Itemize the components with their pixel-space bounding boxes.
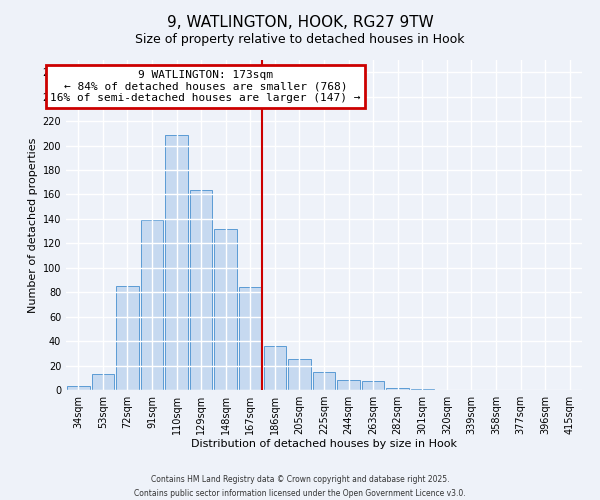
Bar (411, 389, 434, 390)
Bar (165, 134, 188, 390)
Bar (313, 372, 335, 390)
Bar (288, 360, 311, 390)
Bar (214, 228, 237, 390)
Bar (92, 374, 114, 390)
Text: Contains HM Land Registry data © Crown copyright and database right 2025.
Contai: Contains HM Land Registry data © Crown c… (134, 476, 466, 498)
Bar (362, 382, 385, 390)
X-axis label: Distribution of detached houses by size in Hook: Distribution of detached houses by size … (191, 438, 457, 448)
Bar (116, 286, 139, 390)
Text: 9 WATLINGTON: 173sqm
← 84% of detached houses are smaller (768)
16% of semi-deta: 9 WATLINGTON: 173sqm ← 84% of detached h… (50, 70, 361, 103)
Bar (239, 288, 262, 390)
Bar (263, 346, 286, 390)
Y-axis label: Number of detached properties: Number of detached properties (28, 138, 38, 312)
Bar (337, 380, 360, 390)
Text: Size of property relative to detached houses in Hook: Size of property relative to detached ho… (135, 32, 465, 46)
Bar (67, 386, 89, 390)
Bar (190, 190, 212, 390)
Text: 9, WATLINGTON, HOOK, RG27 9TW: 9, WATLINGTON, HOOK, RG27 9TW (167, 15, 433, 30)
Bar (140, 220, 163, 390)
Bar (386, 388, 409, 390)
